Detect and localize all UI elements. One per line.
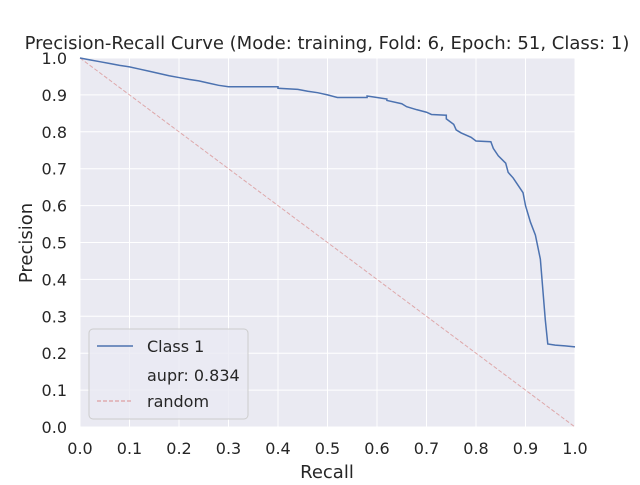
grid-lines [79, 57, 576, 428]
legend-box [88, 328, 249, 420]
x-tick-label: 0.9 [513, 439, 538, 458]
y-tick-label: 0.9 [42, 86, 67, 105]
legend-label-aupr: aupr: 0.834 [147, 366, 240, 385]
x-tick-label: 0.4 [265, 439, 290, 458]
x-tick-label: 0.3 [216, 439, 241, 458]
x-tick-label: 0.0 [67, 439, 92, 458]
series-line-random [79, 57, 576, 428]
x-tick-label: 0.5 [315, 439, 340, 458]
series-line-class-1 [79, 57, 576, 348]
x-tick-label: 1.0 [562, 439, 587, 458]
x-tick-label: 0.6 [364, 439, 389, 458]
x-tick-label: 0.7 [414, 439, 439, 458]
y-tick-label: 0.4 [42, 270, 67, 289]
y-tick-label: 0.3 [42, 307, 67, 326]
y-tick-label: 0.8 [42, 123, 67, 142]
y-tick-label: 0.2 [42, 344, 67, 363]
x-tick-label: 0.8 [463, 439, 488, 458]
y-tick-label: 0.0 [42, 418, 67, 437]
legend-label-class-1: Class 1 [147, 337, 204, 356]
y-axis-label: Precision [16, 203, 37, 283]
x-tick-labels: 0.0 0.1 0.2 0.3 0.4 0.5 0.6 0.7 0.8 0.9 1.0 [67, 439, 587, 458]
y-tick-label: 1.0 [42, 49, 67, 68]
y-tick-labels: 0.0 0.1 0.2 0.3 0.4 0.5 0.6 0.7 0.8 0.9 1.0 [42, 49, 67, 437]
legend-label-random: random [147, 392, 209, 411]
series-lines [79, 57, 576, 428]
x-tick-label: 0.2 [166, 439, 191, 458]
x-tick-label: 0.1 [117, 439, 142, 458]
y-tick-label: 0.7 [42, 160, 67, 179]
chart-title: Precision-Recall Curve (Mode: training, … [25, 33, 630, 54]
y-tick-label: 0.6 [42, 197, 67, 216]
y-tick-label: 0.1 [42, 381, 67, 400]
legend: Class 1 aupr: 0.834 random [88, 328, 249, 420]
x-axis-label: Recall [300, 462, 354, 480]
y-tick-label: 0.5 [42, 234, 67, 253]
